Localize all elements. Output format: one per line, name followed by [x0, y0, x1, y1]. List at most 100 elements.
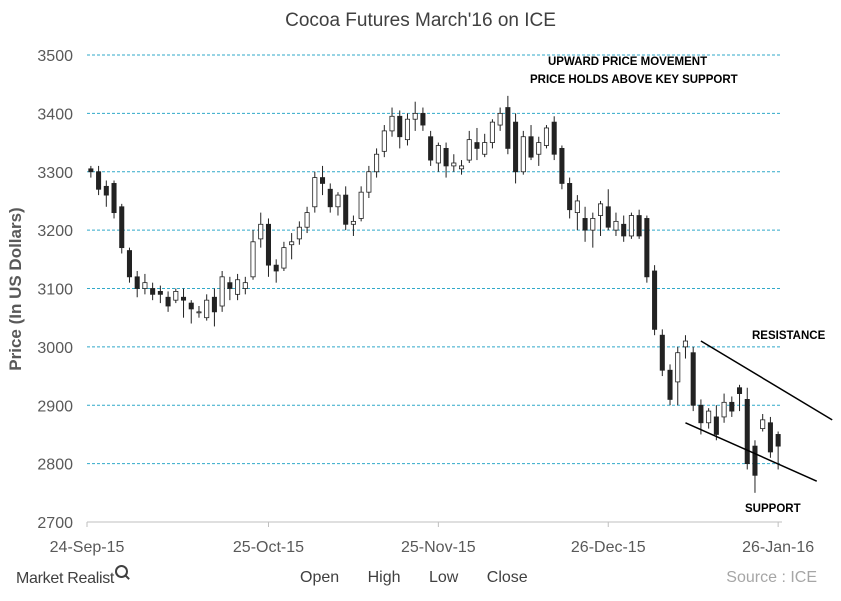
candle-body-54: [505, 107, 511, 149]
candle-body-70: [628, 215, 634, 237]
candle-body-80: [706, 410, 712, 424]
candle-body-48: [459, 165, 465, 170]
candle-body-3: [111, 183, 117, 214]
trendline-resistance: [700, 340, 833, 421]
candle-body-68: [613, 220, 619, 231]
candle-body-86: [752, 445, 758, 476]
candle-body-50: [474, 142, 480, 149]
candle-body-2: [103, 185, 109, 196]
candle-body-45: [435, 145, 441, 164]
legend-high: High: [367, 569, 401, 586]
annotation-key-support: PRICE HOLDS ABOVE KEY SUPPORT: [530, 74, 738, 86]
candle-body-35: [358, 191, 364, 219]
candle-body-46: [443, 147, 449, 167]
candle-body-30: [320, 177, 326, 184]
candle-body-14: [196, 311, 202, 314]
candle-body-43: [420, 112, 426, 126]
candle-body-58: [536, 142, 542, 155]
candle-body-49: [466, 139, 472, 161]
x-tick-label-0: 24-Sep-15: [50, 539, 125, 556]
candle-body-81: [713, 416, 719, 435]
candle-body-37: [374, 153, 380, 173]
x-tick-label-4: 26-Jan-16: [742, 539, 814, 556]
candle-body-61: [559, 147, 565, 184]
candle-body-32: [335, 194, 341, 208]
candle-body-85: [744, 399, 750, 465]
candle-body-76: [675, 352, 681, 383]
candle-body-0: [88, 168, 94, 173]
candle-body-38: [381, 130, 387, 152]
annotation-resistance: RESISTANCE: [752, 330, 826, 342]
candle-body-64: [582, 218, 588, 231]
candle-body-41: [404, 118, 410, 141]
candle-body-21: [250, 241, 256, 278]
candle-body-5: [126, 250, 132, 278]
candle-body-25: [281, 247, 287, 269]
candle-body-15: [204, 299, 210, 319]
candle-body-66: [598, 203, 604, 216]
y-tick-label-5: 3200: [37, 223, 73, 240]
legend-open: Open: [300, 569, 340, 586]
candle-body-27: [296, 226, 302, 240]
candle-body-36: [366, 171, 372, 193]
candle-body-19: [235, 279, 241, 295]
candle-body-57: [528, 136, 534, 158]
candle-body-39: [389, 115, 395, 132]
candle-body-78: [690, 352, 696, 406]
candle-body-62: [567, 183, 573, 211]
candle-body-60: [551, 121, 557, 155]
candle-body-8: [150, 288, 156, 295]
candle-body-33: [343, 194, 349, 225]
y-tick-label-0: 2700: [37, 515, 73, 532]
candle-body-79: [698, 404, 704, 424]
candle-body-4: [119, 206, 125, 249]
x-tick-label-2: 25-Nov-15: [401, 539, 476, 556]
candle-body-87: [760, 419, 766, 430]
candle-body-77: [682, 340, 688, 348]
candle-body-69: [621, 223, 627, 237]
candle-body-72: [644, 218, 650, 278]
candle-body-23: [265, 223, 271, 266]
candle-body-73: [652, 270, 658, 330]
y-tick-label-1: 2800: [37, 457, 73, 474]
candle-body-63: [574, 200, 580, 214]
annotation-upward-movement: UPWARD PRICE MOVEMENT: [548, 56, 708, 68]
candle-body-52: [489, 121, 495, 143]
candle-body-17: [219, 276, 225, 307]
candle-body-55: [513, 121, 519, 173]
candle-body-6: [134, 276, 140, 289]
candle-body-65: [590, 218, 596, 231]
candle-body-88: [767, 422, 773, 453]
candle-body-28: [304, 212, 310, 228]
candle-body-10: [165, 296, 171, 307]
candle-body-18: [227, 282, 233, 289]
candle-body-59: [543, 127, 549, 146]
candle-body-47: [451, 162, 457, 167]
annotation-support: SUPPORT: [745, 503, 801, 515]
candle-body-51: [482, 142, 488, 155]
y-tick-label-8: 3500: [37, 48, 73, 65]
y-tick-label-2: 2900: [37, 398, 73, 415]
brand-name: Market Realist: [16, 570, 115, 587]
chart-title: Cocoa Futures March'16 on ICE: [285, 10, 556, 31]
y-tick-label-7: 3400: [37, 106, 73, 123]
candle-body-34: [350, 220, 356, 225]
candle-body-22: [258, 223, 264, 240]
candle-body-12: [181, 296, 187, 301]
candle-body-16: [211, 296, 217, 313]
y-tick-label-4: 3100: [37, 282, 73, 299]
candle-body-31: [327, 188, 333, 208]
candle-body-13: [188, 302, 194, 310]
legend: Open High Low Close: [300, 569, 552, 587]
candle-body-20: [242, 282, 248, 289]
candle-body-75: [667, 369, 673, 400]
legend-low: Low: [428, 569, 459, 586]
candle-body-74: [659, 334, 665, 371]
source-note: Source : ICE: [726, 569, 817, 586]
x-tick-label-3: 26-Dec-15: [571, 539, 646, 556]
brand-logo: Market Realist: [16, 565, 129, 588]
candle-body-40: [397, 115, 403, 138]
candle-body-29: [312, 177, 318, 208]
candle-body-1: [96, 171, 102, 190]
